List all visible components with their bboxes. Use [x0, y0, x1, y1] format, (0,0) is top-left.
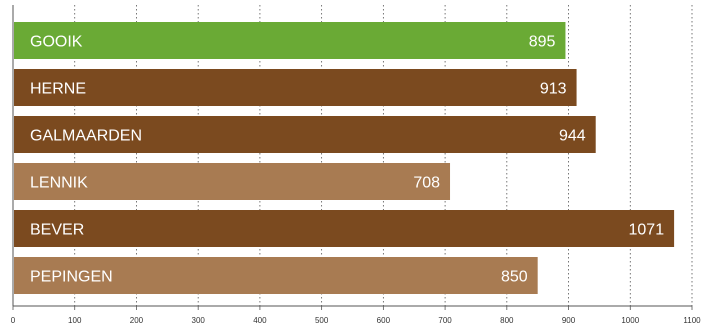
- bar-group: LENNIK 708: [14, 163, 451, 200]
- x-tick-label: 0: [11, 316, 16, 325]
- bar-category-label: BEVER: [30, 222, 84, 239]
- bar-group: GOOIK 895: [14, 22, 566, 59]
- bar-category-label: GALMAARDEN: [30, 128, 142, 145]
- bar-category-label: GOOIK: [30, 34, 83, 51]
- x-tick-label: 1100: [683, 316, 701, 325]
- x-tick-label: 200: [130, 316, 144, 325]
- bar-value-label: 944: [559, 128, 586, 145]
- bar: [14, 163, 451, 200]
- x-tick-label: 500: [315, 316, 329, 325]
- bar-value-label: 708: [413, 175, 440, 192]
- x-tick-label: 600: [377, 316, 391, 325]
- x-tick-label: 700: [438, 316, 452, 325]
- x-tick-label: 1000: [621, 316, 639, 325]
- bar-group: BEVER 1071: [14, 210, 675, 247]
- bar: [14, 22, 566, 59]
- bar-category-label: LENNIK: [30, 175, 88, 192]
- x-axis: 0 100 200 300 400 500 600 700 800 900 1000 1100: [11, 5, 701, 325]
- bar: [14, 116, 596, 153]
- bar: [14, 257, 538, 294]
- bar-value-label: 913: [540, 81, 567, 98]
- bars: GOOIK 895 HERNE 913 GALMAARDEN 944 LENNIK 708 BE…: [14, 22, 675, 294]
- bar-group: PEPINGEN 850: [14, 257, 538, 294]
- bar-value-label: 1071: [629, 222, 665, 239]
- bar: [14, 69, 577, 106]
- bar-value-label: 850: [501, 269, 528, 286]
- x-tick-label: 300: [192, 316, 206, 325]
- bar-value-label: 895: [529, 34, 556, 51]
- bar: [14, 210, 675, 247]
- x-tick-label: 400: [253, 316, 267, 325]
- bar-category-label: PEPINGEN: [30, 269, 113, 286]
- x-tick-label: 900: [562, 316, 576, 325]
- x-tick-label: 800: [500, 316, 514, 325]
- bar-group: HERNE 913: [14, 69, 577, 106]
- bar-category-label: HERNE: [30, 81, 86, 98]
- bar-group: GALMAARDEN 944: [14, 116, 596, 153]
- x-tick-label: 100: [68, 316, 82, 325]
